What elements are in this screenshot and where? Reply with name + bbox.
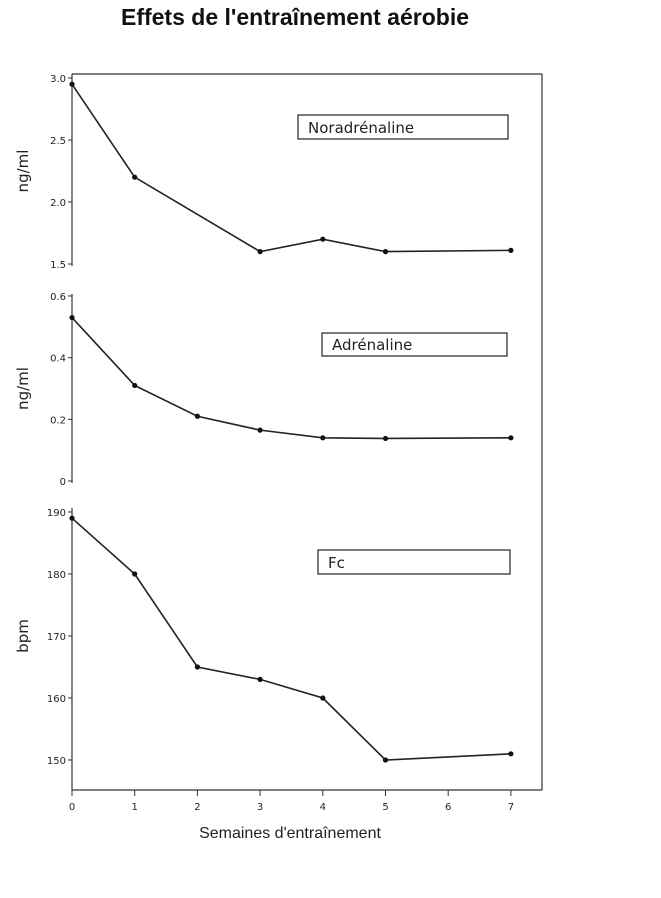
y-tick-label: 190 (47, 508, 66, 519)
data-point (257, 676, 263, 683)
y-tick-label: 180 (47, 570, 66, 581)
series-line (71, 83, 511, 253)
data-point (69, 81, 75, 87)
data-point (508, 247, 514, 253)
x-tick-label: 3 (257, 802, 263, 813)
data-point (382, 435, 389, 442)
data-point (320, 435, 326, 441)
y-tick-label: 2.5 (50, 136, 66, 147)
data-point (132, 174, 138, 180)
legend-box (297, 114, 509, 140)
y-tick-label: 3.0 (50, 74, 66, 85)
data-point (69, 314, 75, 321)
y-tick-label: 0.6 (50, 292, 66, 303)
data-point (132, 382, 138, 389)
data-point (382, 757, 389, 763)
y-tick-label: 0 (60, 477, 66, 488)
data-point (194, 413, 200, 419)
y-tick-label: 0.4 (50, 354, 66, 365)
x-tick-label: 2 (194, 802, 200, 813)
legend-label: Noradrénaline (308, 119, 414, 137)
data-point (508, 751, 514, 757)
data-point (257, 427, 263, 433)
data-point (194, 664, 200, 670)
data-point (508, 435, 514, 441)
y-tick-label: 0.2 (50, 415, 66, 426)
data-point (382, 249, 389, 255)
data-point (320, 695, 326, 701)
data-point (132, 571, 138, 577)
data-point (320, 236, 326, 242)
y-tick-label: 2.0 (50, 198, 66, 209)
x-tick-label: 1 (132, 802, 138, 813)
chart-title: Effets de l'entraînement aérobie (120, 4, 469, 30)
x-tick-label: 5 (382, 802, 388, 813)
data-point (69, 515, 75, 521)
legend-box (317, 549, 511, 575)
data-point (257, 249, 263, 255)
y-axis-label: ng/ml (14, 367, 32, 410)
legend-label: Adrénaline (332, 336, 412, 354)
legend-box (321, 332, 508, 357)
y-tick-label: 1.5 (50, 260, 66, 271)
y-tick-label: 170 (47, 632, 66, 643)
x-tick-label: 4 (320, 802, 326, 813)
x-axis-label: Semaines d'entraînement (199, 825, 381, 842)
x-tick-label: 0 (69, 802, 75, 813)
y-tick-label: 160 (47, 694, 66, 705)
y-axis-label: ng/ml (14, 150, 32, 193)
x-tick-label: 6 (445, 802, 451, 813)
x-tick-label: 7 (508, 802, 514, 813)
legend-label: Fc (328, 554, 345, 572)
y-tick-label: 150 (47, 756, 66, 767)
y-axis-label: bpm (14, 619, 32, 653)
